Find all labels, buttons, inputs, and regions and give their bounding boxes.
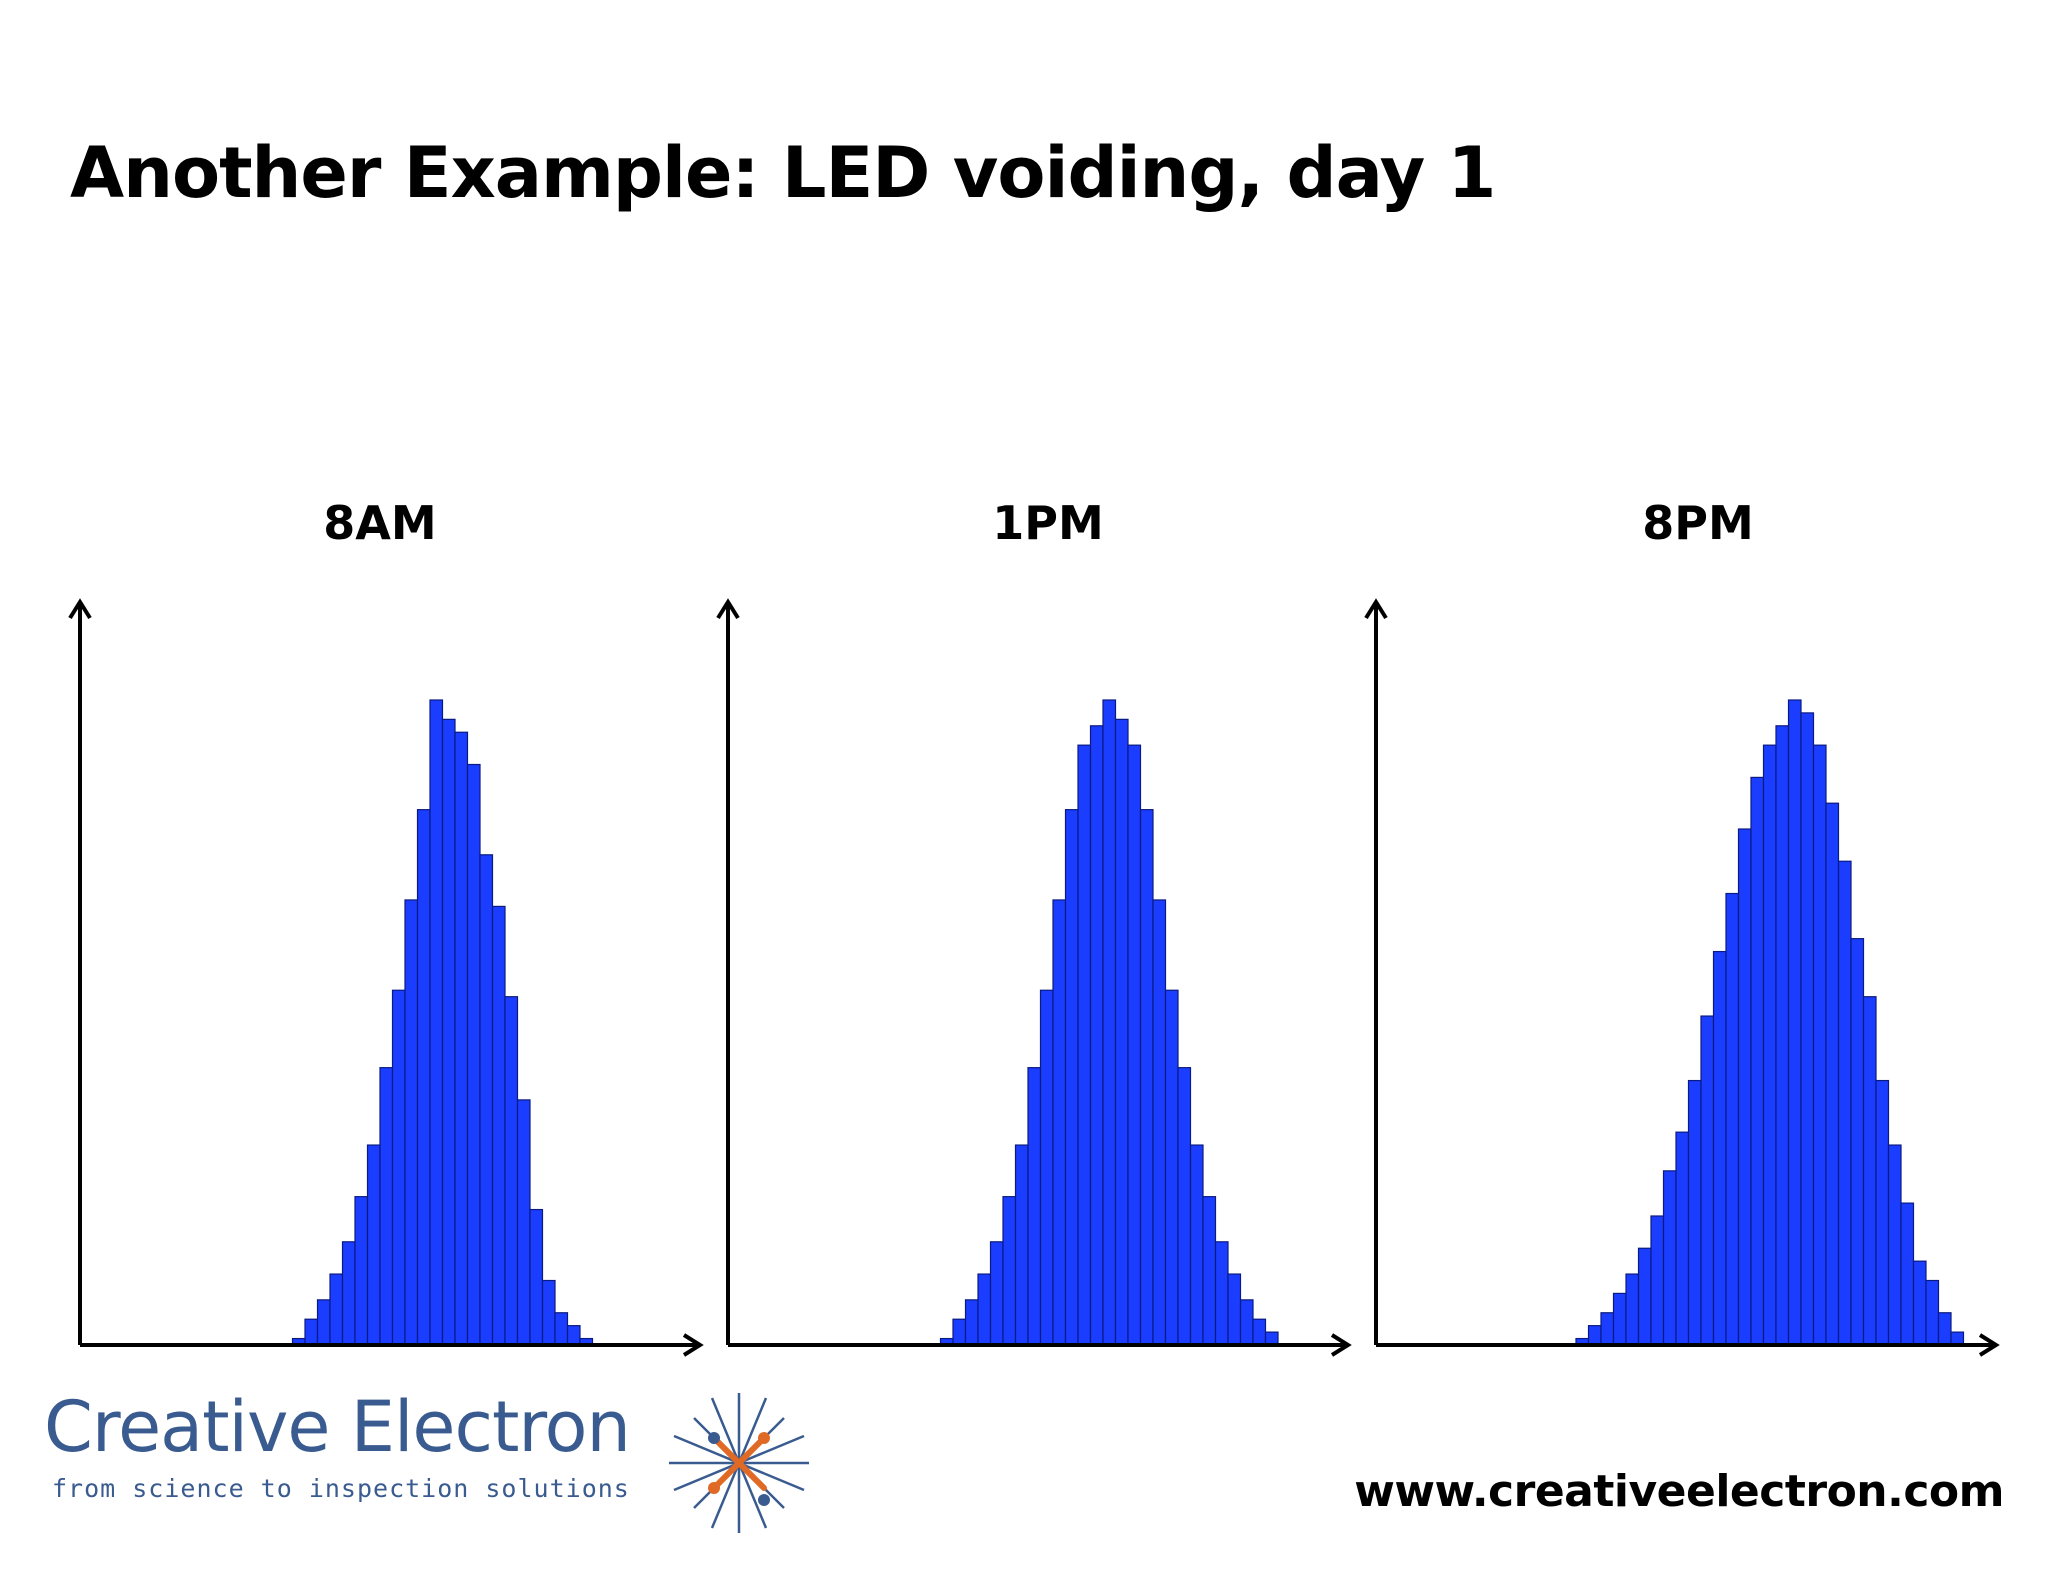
- x-axis-arrow-icon: [1978, 1333, 2000, 1357]
- histogram-bar: [1014, 1144, 1029, 1346]
- histogram-bar: [989, 1241, 1004, 1346]
- slide-title: Another Example: LED voiding, day 1: [70, 132, 1496, 214]
- histogram-bar: [1612, 1292, 1627, 1346]
- histogram-bar: [1887, 1144, 1902, 1346]
- histogram-bar: [1925, 1279, 1940, 1346]
- histogram-bar: [454, 731, 469, 1346]
- y-axis-arrow-icon: [68, 598, 92, 620]
- histogram-bar: [1214, 1241, 1229, 1346]
- histogram-bar: [354, 1196, 369, 1346]
- histogram-bar: [1052, 899, 1067, 1346]
- histogram-bar: [1625, 1273, 1640, 1346]
- x-axis-arrow-icon: [1330, 1333, 1352, 1357]
- histogram-bar: [1152, 899, 1167, 1346]
- histogram-bar: [1600, 1312, 1615, 1346]
- y-axis-arrow-icon: [1364, 598, 1388, 620]
- histogram-bar: [1775, 725, 1790, 1346]
- histogram-bar: [1737, 828, 1752, 1346]
- chart-title-8am: 8AM: [323, 496, 437, 550]
- histogram-bar: [341, 1241, 356, 1346]
- histogram-bar: [1850, 938, 1865, 1346]
- chart-title-1pm: 1PM: [992, 496, 1104, 550]
- histogram-bar: [1800, 712, 1815, 1346]
- histogram-bar: [1687, 1079, 1702, 1346]
- histogram-bar: [1239, 1299, 1254, 1346]
- histogram-bar: [1039, 989, 1054, 1346]
- creative-electron-logo: Creative Electron from science to inspec…: [44, 1386, 809, 1552]
- histogram-bar: [366, 1144, 381, 1346]
- histogram-bar: [1875, 1079, 1890, 1346]
- histogram-bar: [516, 1099, 531, 1346]
- histogram-bar: [1825, 802, 1840, 1346]
- histogram-bar: [529, 1208, 544, 1346]
- histogram-bar: [1177, 1067, 1192, 1346]
- histogram-bar: [1077, 744, 1092, 1346]
- histogram-bar: [1787, 699, 1802, 1346]
- histogram-bar: [1127, 744, 1142, 1346]
- histogram-bar: [416, 809, 431, 1346]
- histogram-bar: [1862, 996, 1877, 1346]
- histogram-bar: [1252, 1318, 1267, 1346]
- histogram-bar: [964, 1299, 979, 1346]
- histogram-bar: [1712, 950, 1727, 1346]
- logo-company-name: Creative Electron: [44, 1386, 631, 1468]
- histogram-bar: [441, 718, 456, 1346]
- histogram-bar: [1227, 1273, 1242, 1346]
- histogram-1pm: [716, 598, 1352, 1357]
- x-axis-arrow-icon: [682, 1333, 704, 1357]
- chart-title-8pm: 8PM: [1642, 496, 1754, 550]
- histogram-bar: [316, 1299, 331, 1346]
- histogram-bar: [1637, 1247, 1652, 1346]
- histogram-bar: [1725, 892, 1740, 1346]
- histogram-bar: [391, 989, 406, 1346]
- histogram-bar: [1937, 1312, 1952, 1346]
- histogram-bar: [404, 899, 419, 1346]
- y-axis-arrow-icon: [716, 598, 740, 620]
- histogram-bar: [1002, 1196, 1017, 1346]
- histogram-bar: [479, 854, 494, 1346]
- histogram-bar: [977, 1273, 992, 1346]
- histogram-bar: [1762, 744, 1777, 1346]
- histogram-bar: [379, 1067, 394, 1346]
- histogram-bar: [1089, 725, 1104, 1346]
- histogram-bar: [554, 1312, 569, 1346]
- histogram-bar: [1587, 1325, 1602, 1346]
- histogram-bar: [304, 1318, 319, 1346]
- website-url: www.creativeelectron.com: [1354, 1466, 2004, 1517]
- histogram-bar: [1064, 809, 1079, 1346]
- logo-tagline: from science to inspection solutions: [52, 1474, 630, 1503]
- histogram-bar: [1650, 1215, 1665, 1346]
- histogram-bar: [1675, 1131, 1690, 1346]
- histogram-bar: [1202, 1196, 1217, 1346]
- histogram-bar: [1700, 1015, 1715, 1346]
- histogram-bar: [1912, 1260, 1927, 1346]
- electron-star-icon: [669, 1393, 809, 1533]
- histogram-bar: [541, 1279, 556, 1346]
- histogram-bar: [1027, 1067, 1042, 1346]
- histogram-bar: [491, 905, 506, 1346]
- histogram-8am: [68, 598, 704, 1357]
- histogram-bar: [466, 763, 481, 1346]
- histogram-bar: [1750, 776, 1765, 1346]
- histogram-bar: [504, 996, 519, 1346]
- histogram-bar: [1900, 1202, 1915, 1346]
- histogram-bar: [1189, 1144, 1204, 1346]
- histogram-bar: [1114, 718, 1129, 1346]
- histogram-bar: [329, 1273, 344, 1346]
- histogram-bar: [1139, 809, 1154, 1346]
- histogram-bar: [1164, 989, 1179, 1346]
- histogram-bar: [952, 1318, 967, 1346]
- histogram-bar: [1837, 860, 1852, 1346]
- histogram-8pm: [1364, 598, 2000, 1357]
- histogram-bar: [1662, 1170, 1677, 1346]
- histogram-bar: [1102, 699, 1117, 1346]
- histogram-bar: [429, 699, 444, 1346]
- histogram-bar: [566, 1325, 581, 1346]
- histogram-bar: [1812, 744, 1827, 1346]
